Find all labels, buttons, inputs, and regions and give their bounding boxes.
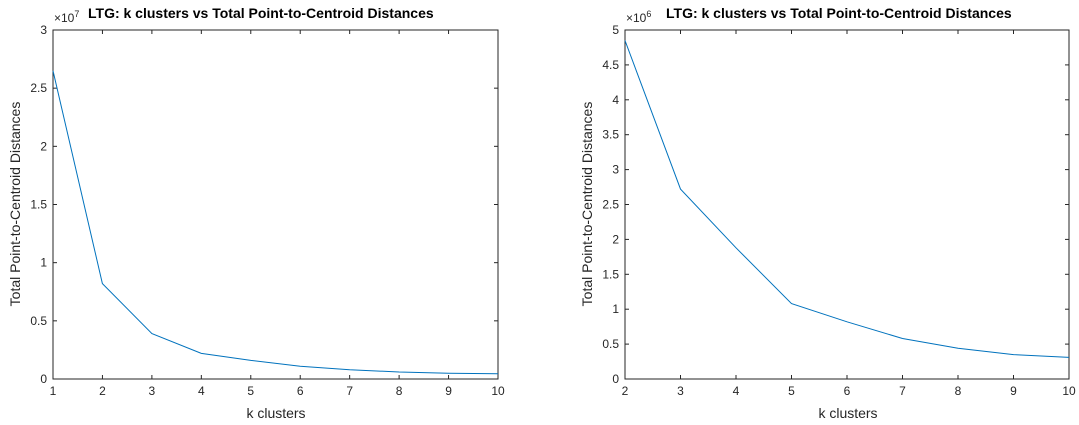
x-tick-label: 8 xyxy=(396,384,403,398)
x-axis-label: k clusters xyxy=(818,405,877,421)
y-axis-label: Total Point-to-Centroid Distances xyxy=(7,102,23,307)
x-axis-label: k clusters xyxy=(246,405,305,421)
x-tick-label: 1 xyxy=(50,384,57,398)
x-tick-label: 6 xyxy=(297,384,304,398)
plot-area: 1 2 3 4 5 6 7 8 9 10 0 0.5 1 1.5 2 2.5 3 xyxy=(30,23,505,398)
y-tick-label: 3 xyxy=(40,23,47,37)
y-tick-label: 3.5 xyxy=(602,128,619,142)
x-tick-label: 2 xyxy=(622,384,629,398)
plot-area: 2 3 4 5 6 7 8 9 10 0 0.5 1 1.5 2 2.5 3 3.5 4 4.5 5 xyxy=(602,23,1076,398)
x-tick-label: 10 xyxy=(1062,384,1076,398)
x-tick-label: 4 xyxy=(198,384,205,398)
x-tick-label: 2 xyxy=(99,384,106,398)
y-tick-label: 2.5 xyxy=(602,198,619,212)
y-exponent: ×107 xyxy=(54,9,79,25)
y-tick-label: 1 xyxy=(40,256,47,270)
chart-right: ×106 LTG: k clusters vs Total Point-to-C… xyxy=(579,5,1076,421)
x-tick-label: 3 xyxy=(149,384,156,398)
x-tick-label: 9 xyxy=(1010,384,1017,398)
y-tick-label: 4.5 xyxy=(602,58,619,72)
y-tick-label: 2 xyxy=(612,232,619,246)
x-tick-label: 4 xyxy=(733,384,740,398)
y-tick-label: 0 xyxy=(40,372,47,386)
x-tick-label: 10 xyxy=(491,384,505,398)
y-tick-label: 3 xyxy=(612,163,619,177)
y-tick-label: 0.5 xyxy=(602,337,619,351)
y-tick-label: 0 xyxy=(612,372,619,386)
x-tick-label: 5 xyxy=(247,384,254,398)
x-tick-label: 7 xyxy=(899,384,906,398)
x-tick-label: 8 xyxy=(955,384,962,398)
chart-title: LTG: k clusters vs Total Point-to-Centro… xyxy=(666,5,1012,21)
y-tick-label: 5 xyxy=(612,23,619,37)
y-tick-label: 2.5 xyxy=(30,81,47,95)
chart-title: LTG: k clusters vs Total Point-to-Centro… xyxy=(88,5,434,21)
y-tick-label: 2 xyxy=(40,139,47,153)
axes-box xyxy=(52,29,499,380)
y-exponent: ×106 xyxy=(626,9,651,25)
series-line xyxy=(52,70,499,375)
x-tick-label: 9 xyxy=(445,384,452,398)
x-tick-label: 7 xyxy=(346,384,353,398)
y-axis-label: Total Point-to-Centroid Distances xyxy=(579,102,595,307)
chart-left: ×107 LTG: k clusters vs Total Point-to-C… xyxy=(7,5,505,421)
axes-box xyxy=(624,29,1070,380)
y-tick-label: 1.5 xyxy=(602,267,619,281)
series-line xyxy=(624,40,1070,358)
y-tick-label: 1.5 xyxy=(30,198,47,212)
x-tick-label: 3 xyxy=(677,384,684,398)
x-tick-label: 5 xyxy=(788,384,795,398)
y-tick-label: 4 xyxy=(612,93,619,107)
x-tick-label: 6 xyxy=(844,384,851,398)
y-tick-label: 0.5 xyxy=(30,314,47,328)
y-tick-label: 1 xyxy=(612,302,619,316)
